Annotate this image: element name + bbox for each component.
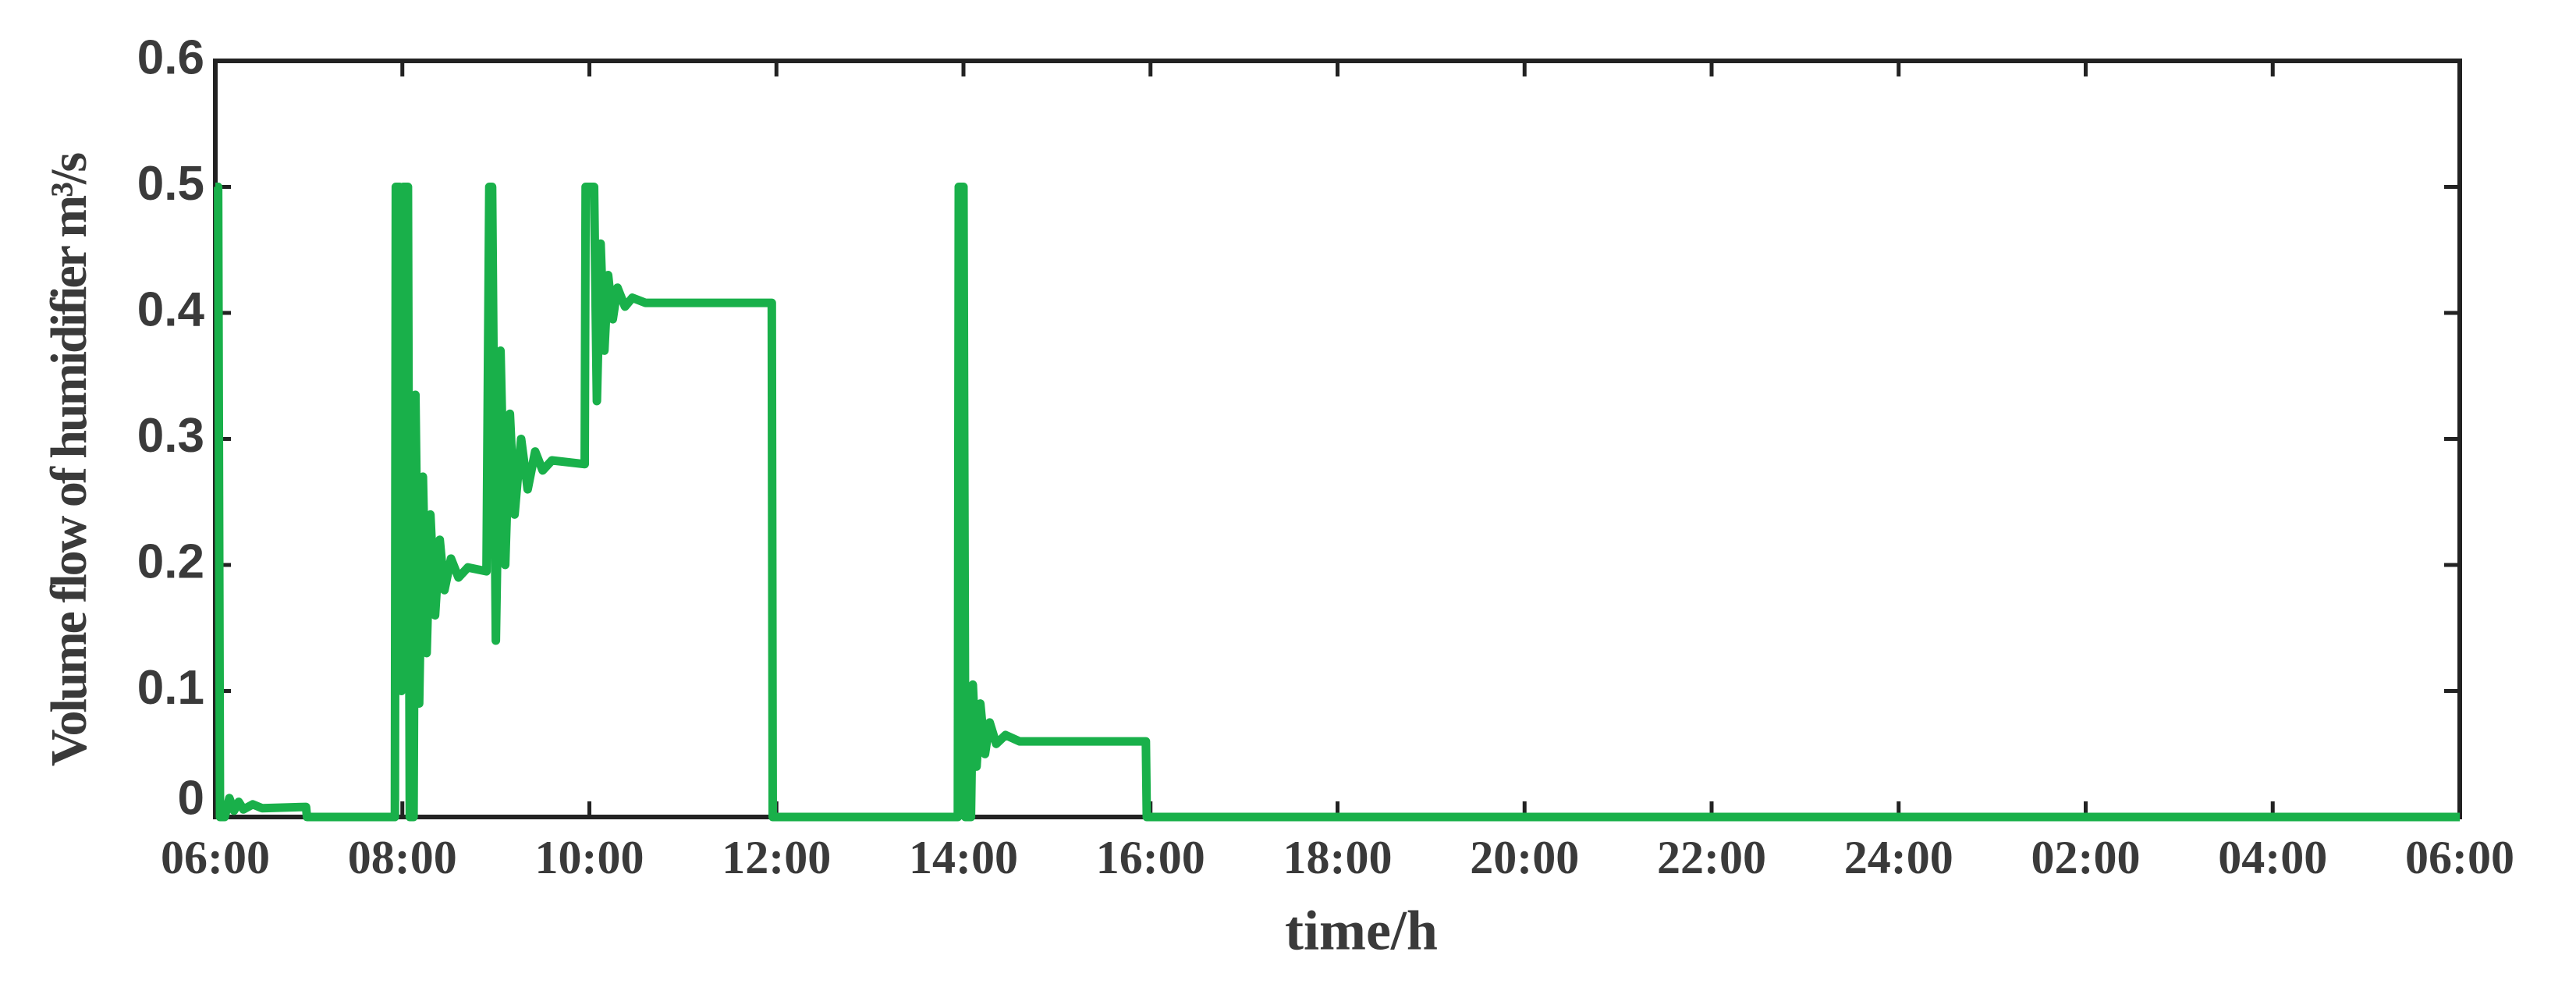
- plot-frame: [213, 59, 2462, 819]
- x-tick-label: 08:00: [348, 832, 457, 883]
- y-tick-label: 0: [178, 771, 204, 825]
- x-axis-label: time/h: [1285, 900, 1438, 962]
- y-tick-label: 0.1: [137, 661, 204, 715]
- x-tick-label: 16:00: [1096, 832, 1205, 883]
- x-tick-label: 22:00: [1657, 832, 1766, 883]
- x-tick-label: 18:00: [1283, 832, 1393, 883]
- y-tick-label: 0.5: [137, 157, 204, 211]
- x-tick-label: 24:00: [1844, 832, 1953, 883]
- x-tick-label: 06:00: [161, 832, 270, 883]
- x-tick-label: 04:00: [2218, 832, 2327, 883]
- y-tick-label: 0.4: [137, 282, 205, 336]
- data-line: [214, 183, 2460, 822]
- y-tick-label: 0.6: [137, 30, 204, 84]
- x-tick-label: 12:00: [722, 832, 831, 883]
- x-tick-label: 10:00: [535, 832, 644, 883]
- x-tick-label: 14:00: [909, 832, 1018, 883]
- y-tick-label: 0.3: [137, 409, 204, 463]
- y-axis-label: Volume flow of humidifier m³/s: [41, 153, 98, 766]
- x-tick-label: 20:00: [1470, 832, 1579, 883]
- y-tick-label: 0.2: [137, 535, 204, 588]
- x-tick-label: 02:00: [2031, 832, 2141, 883]
- x-tick-label: 06:00: [2405, 832, 2514, 883]
